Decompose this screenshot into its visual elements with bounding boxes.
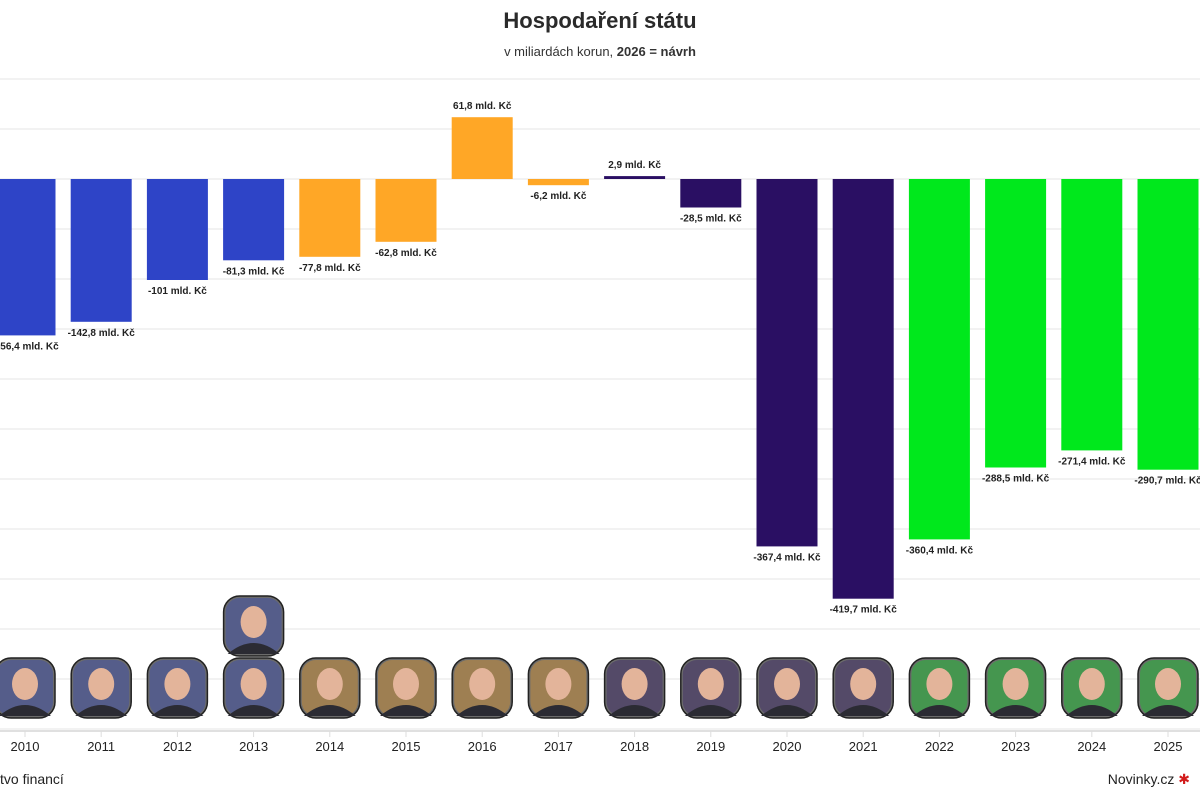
bar-2020 [756,179,818,547]
portrait-suit [227,705,280,716]
bar-chart: -156,4 mld. Kč 2010 -142,8 mld. Kč 2011 -101… [0,78,1200,754]
portrait-face [240,606,267,638]
data-label: -6,2 mld. Kč [530,191,587,202]
x-tick-label: 2022 [925,739,954,754]
chart-subtitle: v miliardách korun, 2026 = návrh [0,44,1200,59]
bar-2021 [832,179,894,599]
chart-title: Hospodaření státu [503,8,697,33]
portrait-suit [1142,705,1194,716]
bar-2024 [1061,179,1123,451]
portrait-face [88,668,115,700]
portrait-suit [0,705,51,716]
x-tick-label: 2023 [1001,739,1030,754]
bar-2025 [1137,179,1199,470]
portrait-face [240,668,267,700]
portrait-face [316,668,343,700]
portrait-face [926,668,953,700]
data-label: -367,4 mld. Kč [753,552,821,563]
portrait-suit [1065,705,1118,716]
data-label: -101 mld. Kč [148,286,207,297]
portrait-suit [151,705,204,716]
portrait-face [774,668,800,700]
data-label: -271,4 mld. Kč [1058,456,1126,467]
subtitle-prefix: v miliardách korun, [504,44,617,59]
x-tick-label: 2010 [11,739,40,754]
data-label: -360,4 mld. Kč [906,545,974,556]
bar-2012 [146,179,208,280]
x-tick-label: 2013 [239,739,268,754]
data-label: 2,9 mld. Kč [608,160,661,171]
portrait-suit [761,705,813,716]
portrait-suit [227,643,280,654]
data-label: 61,8 mld. Kč [453,101,512,112]
bar-2010 [0,179,56,336]
portrait-suit [913,705,966,716]
bar-2019 [680,179,742,208]
bar-2013 [223,179,285,261]
brand-text: Novinky.cz [1107,771,1175,787]
portrait-face [697,668,724,700]
portrait-face [1155,668,1181,700]
bar-2014 [299,179,361,257]
portrait-suit [75,705,128,716]
portrait-face [621,668,648,700]
data-label: -28,5 mld. Kč [680,214,742,225]
x-tick-label: 2012 [163,739,192,754]
bar-2015 [375,179,437,242]
x-tick-label: 2020 [773,739,802,754]
brand-logo: Novinky.cz ✱ [1108,771,1190,788]
data-label: -156,4 mld. Kč [0,341,59,352]
portrait-face [850,668,877,700]
portrait-suit [532,705,585,716]
portrait-suit [684,705,737,716]
bar-2022 [908,179,970,540]
data-label: -81,3 mld. Kč [223,266,285,277]
portrait-face [12,668,38,700]
portrait-face [1002,668,1029,700]
data-label: -62,8 mld. Kč [375,248,437,259]
x-tick-label: 2025 [1154,739,1183,754]
data-label: -290,7 mld. Kč [1134,476,1200,487]
x-tick-label: 2021 [849,739,878,754]
portrait-suit [456,705,509,716]
x-tick-label: 2019 [696,739,725,754]
portrait-suit [608,705,661,716]
x-tick-label: 2014 [315,739,344,754]
bar-2016 [451,117,513,179]
data-label: -288,5 mld. Kč [982,474,1050,485]
x-tick-label: 2016 [468,739,497,754]
source-note: tvo financí [0,771,64,787]
bar-2023 [985,179,1047,468]
data-label: -419,7 mld. Kč [830,605,898,616]
bar-2017 [527,179,589,186]
portrait-face [1078,668,1105,700]
portrait-suit [989,705,1042,716]
x-tick-label: 2018 [620,739,649,754]
bar-2011 [70,179,132,322]
x-tick-label: 2015 [392,739,421,754]
bar-2018 [604,176,666,179]
brand-icon: ✱ [1178,771,1190,787]
portrait-face [545,668,572,700]
data-label: -142,8 mld. Kč [68,328,136,339]
data-label: -77,8 mld. Kč [299,263,361,274]
portrait-suit [837,705,890,716]
portrait-face [164,668,191,700]
portrait-face [393,668,419,700]
portrait-suit [303,705,356,716]
x-tick-label: 2017 [544,739,573,754]
x-tick-label: 2024 [1077,739,1106,754]
x-tick-label: 2011 [87,739,115,754]
portrait-suit [380,705,432,716]
portrait-face [469,668,496,700]
subtitle-bold: 2026 = návrh [616,44,696,59]
